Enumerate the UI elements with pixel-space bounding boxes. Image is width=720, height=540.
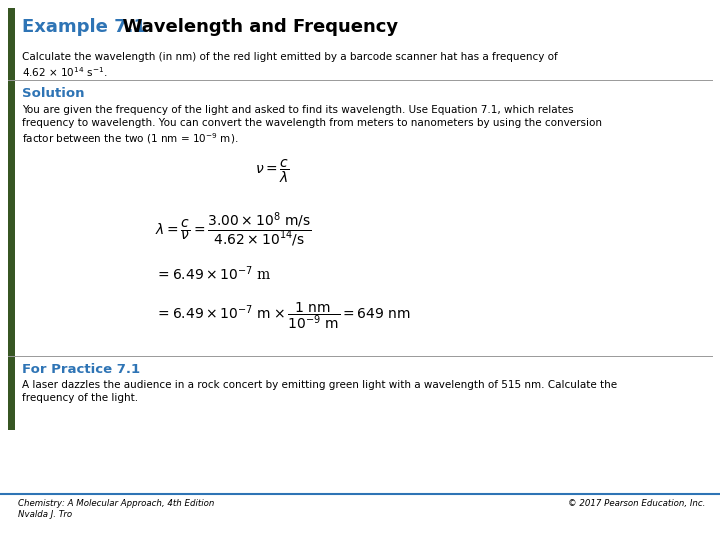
Text: Wavelength and Frequency: Wavelength and Frequency [110, 18, 398, 36]
Text: Solution: Solution [22, 87, 84, 100]
Text: 4.62 $\times$ 10$^{14}$ s$^{-1}$.: 4.62 $\times$ 10$^{14}$ s$^{-1}$. [22, 65, 107, 79]
Text: Chemistry: A Molecular Approach, 4th Edition: Chemistry: A Molecular Approach, 4th Edi… [18, 499, 215, 508]
Text: $= 6.49 \times 10^{-7}\ \mathrm{m} \times \dfrac{1\ \mathrm{nm}}{10^{-9}\ \mathr: $= 6.49 \times 10^{-7}\ \mathrm{m} \time… [155, 300, 411, 331]
Text: factor between the two (1 nm = 10$^{-9}$ m).: factor between the two (1 nm = 10$^{-9}$… [22, 131, 238, 146]
Text: Nvalda J. Tro: Nvalda J. Tro [18, 510, 72, 519]
Text: A laser dazzles the audience in a rock concert by emitting green light with a wa: A laser dazzles the audience in a rock c… [22, 380, 617, 390]
Text: frequency of the light.: frequency of the light. [22, 393, 138, 403]
Text: Example 7.1: Example 7.1 [22, 18, 146, 36]
Text: $= 6.49 \times 10^{-7}$ m: $= 6.49 \times 10^{-7}$ m [155, 264, 271, 282]
Text: frequency to wavelength. You can convert the wavelength from meters to nanometer: frequency to wavelength. You can convert… [22, 118, 602, 128]
Text: $\nu = \dfrac{c}{\lambda}$: $\nu = \dfrac{c}{\lambda}$ [255, 158, 290, 185]
FancyBboxPatch shape [8, 8, 15, 430]
Text: You are given the frequency of the light and asked to find its wavelength. Use E: You are given the frequency of the light… [22, 105, 574, 115]
Text: For Practice 7.1: For Practice 7.1 [22, 363, 140, 376]
Text: Calculate the wavelength (in nm) of the red light emitted by a barcode scanner h: Calculate the wavelength (in nm) of the … [22, 52, 558, 62]
Text: $\lambda = \dfrac{c}{\nu} = \dfrac{3.00 \times 10^8\ \mathrm{m/s}}{4.62 \times 1: $\lambda = \dfrac{c}{\nu} = \dfrac{3.00 … [155, 210, 312, 248]
Text: © 2017 Pearson Education, Inc.: © 2017 Pearson Education, Inc. [567, 499, 705, 508]
